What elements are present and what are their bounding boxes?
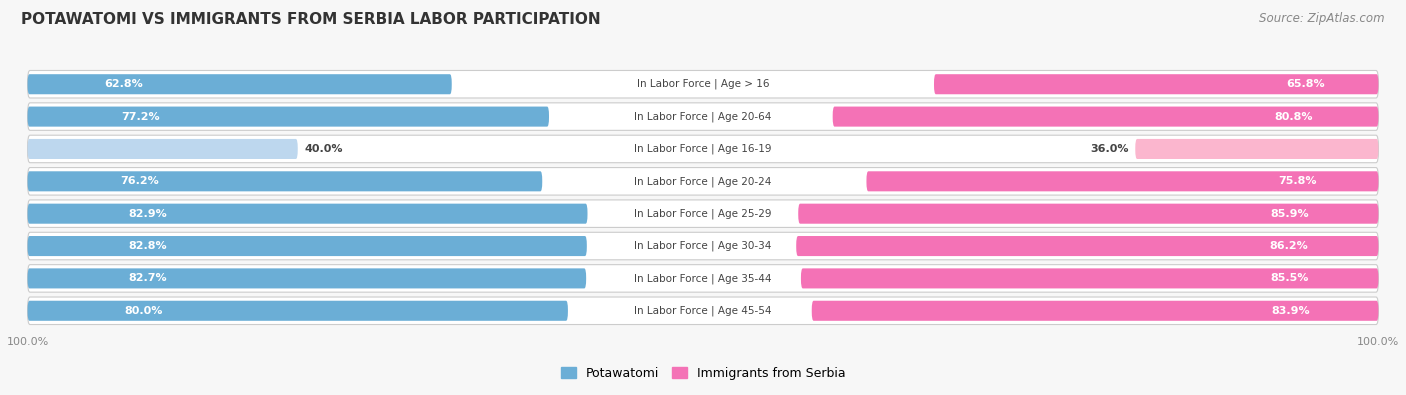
- Text: In Labor Force | Age 45-54: In Labor Force | Age 45-54: [634, 305, 772, 316]
- Text: 85.9%: 85.9%: [1270, 209, 1309, 219]
- FancyBboxPatch shape: [28, 236, 586, 256]
- FancyBboxPatch shape: [799, 204, 1378, 224]
- FancyBboxPatch shape: [866, 171, 1378, 191]
- Text: 86.2%: 86.2%: [1270, 241, 1309, 251]
- Legend: Potawatomi, Immigrants from Serbia: Potawatomi, Immigrants from Serbia: [555, 362, 851, 385]
- Text: POTAWATOMI VS IMMIGRANTS FROM SERBIA LABOR PARTICIPATION: POTAWATOMI VS IMMIGRANTS FROM SERBIA LAB…: [21, 12, 600, 27]
- Text: 82.8%: 82.8%: [128, 241, 167, 251]
- Text: 83.9%: 83.9%: [1272, 306, 1310, 316]
- FancyBboxPatch shape: [28, 297, 1378, 325]
- FancyBboxPatch shape: [28, 265, 1378, 292]
- FancyBboxPatch shape: [28, 200, 1378, 228]
- FancyBboxPatch shape: [28, 74, 451, 94]
- Text: In Labor Force | Age 30-34: In Labor Force | Age 30-34: [634, 241, 772, 251]
- Text: 65.8%: 65.8%: [1286, 79, 1324, 89]
- Text: 82.9%: 82.9%: [128, 209, 167, 219]
- Text: 62.8%: 62.8%: [104, 79, 142, 89]
- Text: 36.0%: 36.0%: [1090, 144, 1129, 154]
- Text: 76.2%: 76.2%: [120, 176, 159, 186]
- Text: In Labor Force | Age > 16: In Labor Force | Age > 16: [637, 79, 769, 90]
- Text: Source: ZipAtlas.com: Source: ZipAtlas.com: [1260, 12, 1385, 25]
- FancyBboxPatch shape: [28, 204, 588, 224]
- FancyBboxPatch shape: [28, 135, 1378, 163]
- FancyBboxPatch shape: [28, 268, 586, 288]
- FancyBboxPatch shape: [934, 74, 1378, 94]
- FancyBboxPatch shape: [28, 70, 1378, 98]
- FancyBboxPatch shape: [832, 107, 1378, 127]
- Text: In Labor Force | Age 20-64: In Labor Force | Age 20-64: [634, 111, 772, 122]
- FancyBboxPatch shape: [28, 139, 298, 159]
- FancyBboxPatch shape: [28, 103, 1378, 130]
- FancyBboxPatch shape: [811, 301, 1378, 321]
- FancyBboxPatch shape: [28, 171, 543, 191]
- Text: In Labor Force | Age 20-24: In Labor Force | Age 20-24: [634, 176, 772, 186]
- FancyBboxPatch shape: [28, 232, 1378, 260]
- Text: In Labor Force | Age 35-44: In Labor Force | Age 35-44: [634, 273, 772, 284]
- FancyBboxPatch shape: [796, 236, 1378, 256]
- Text: 80.0%: 80.0%: [125, 306, 163, 316]
- FancyBboxPatch shape: [28, 107, 548, 127]
- Text: In Labor Force | Age 16-19: In Labor Force | Age 16-19: [634, 144, 772, 154]
- FancyBboxPatch shape: [28, 167, 1378, 195]
- Text: 82.7%: 82.7%: [128, 273, 167, 283]
- Text: 85.5%: 85.5%: [1271, 273, 1309, 283]
- FancyBboxPatch shape: [1135, 139, 1378, 159]
- Text: 75.8%: 75.8%: [1278, 176, 1317, 186]
- Text: 80.8%: 80.8%: [1274, 112, 1313, 122]
- FancyBboxPatch shape: [801, 268, 1378, 288]
- Text: In Labor Force | Age 25-29: In Labor Force | Age 25-29: [634, 209, 772, 219]
- FancyBboxPatch shape: [28, 301, 568, 321]
- Text: 40.0%: 40.0%: [305, 144, 343, 154]
- Text: 77.2%: 77.2%: [121, 112, 160, 122]
